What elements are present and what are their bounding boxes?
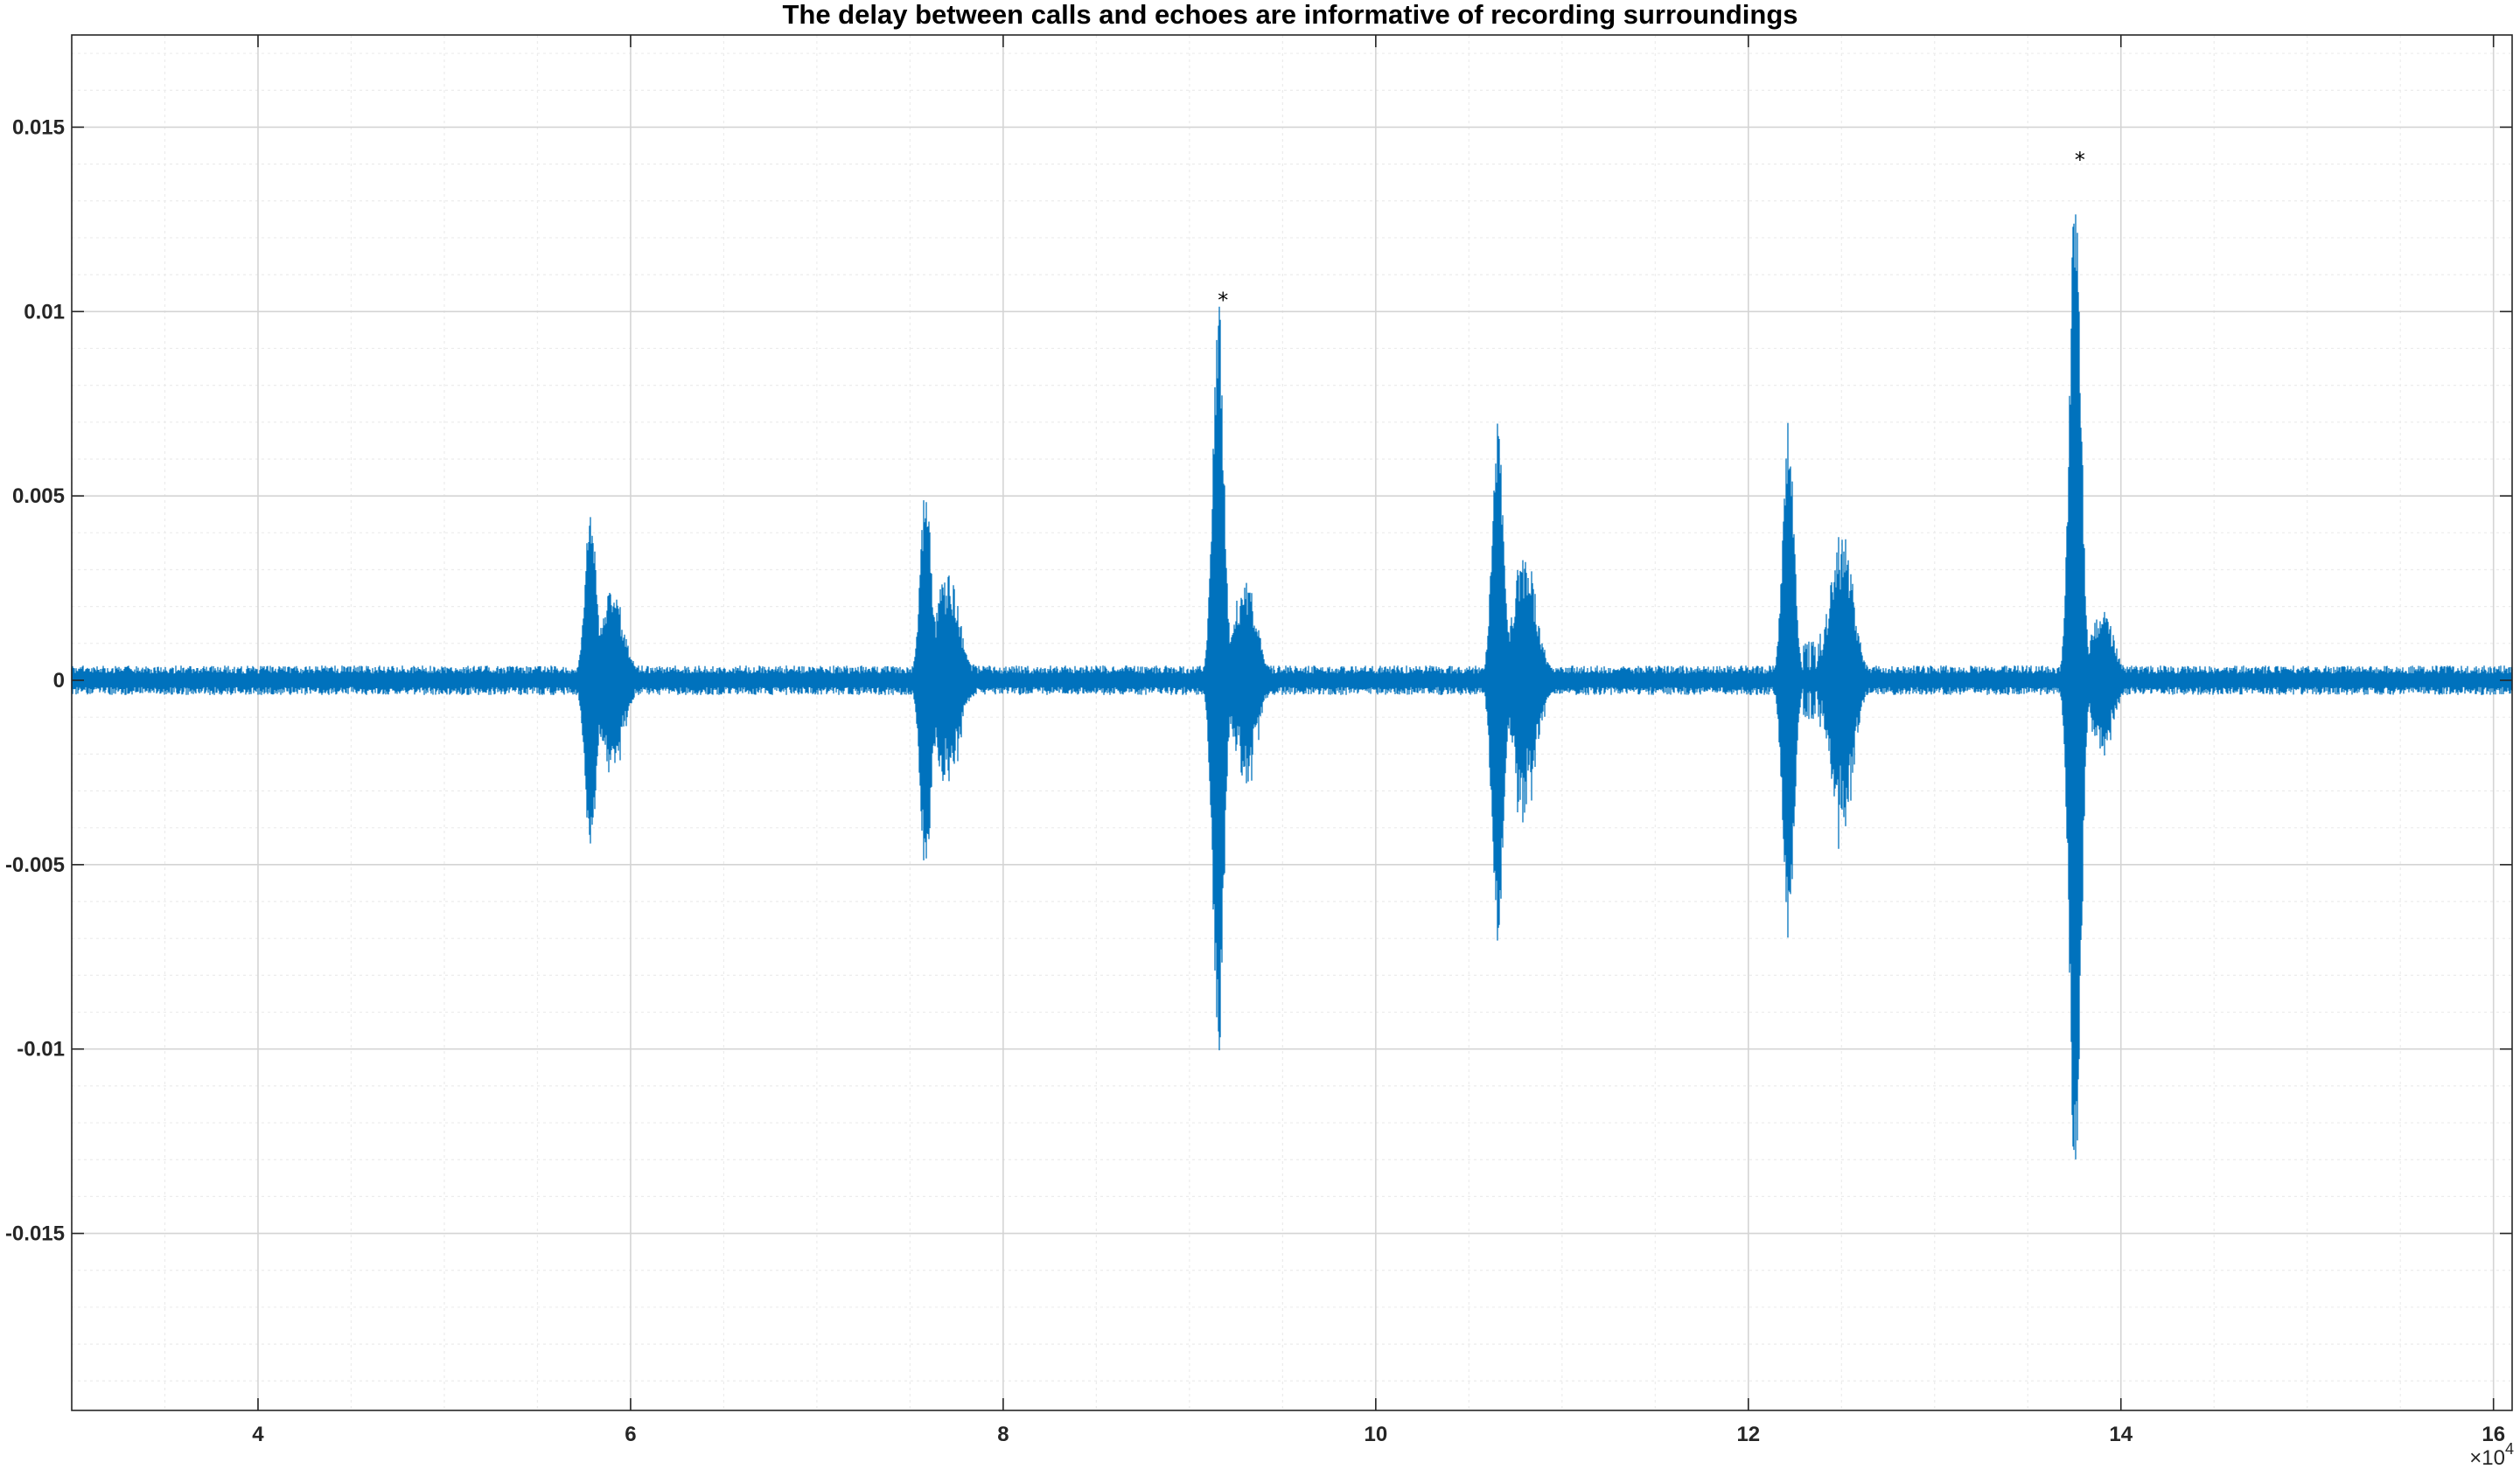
y-tick-label: -0.015 — [5, 1222, 65, 1246]
axes — [71, 34, 2513, 1411]
x-tick-label: 8 — [997, 1423, 1009, 1446]
peak-marker: * — [1218, 288, 1228, 312]
y-tick-label: 0.015 — [12, 115, 65, 139]
x-tick-label: 14 — [2109, 1423, 2133, 1446]
grid — [71, 35, 2512, 1410]
x-tick-label: 16 — [2482, 1423, 2505, 1446]
chart-title: The delay between calls and echoes are i… — [782, 0, 1798, 30]
x-axis-ticks: 4 6 8 10 12 14 16 — [252, 1423, 2505, 1446]
plot-area: ** — [71, 148, 2513, 1159]
x-tick-label: 10 — [1364, 1423, 1387, 1446]
y-tick-label: -0.005 — [5, 853, 65, 877]
y-tick-label: -0.01 — [17, 1038, 65, 1062]
waveform-series — [71, 214, 2513, 1159]
axes-box — [71, 34, 2513, 1411]
y-axis-ticks: 0.015 0.01 0.005 0 -0.005 -0.01 -0.015 — [5, 115, 65, 1245]
x-axis-exponent: ×104 — [2469, 1440, 2514, 1470]
x-axis-exponent-power: 4 — [2505, 1440, 2514, 1458]
peak-marker: * — [2075, 148, 2085, 172]
x-axis-exponent-base: ×10 — [2469, 1446, 2505, 1470]
x-tick-label: 4 — [252, 1423, 264, 1446]
y-tick-label: 0.005 — [12, 484, 65, 508]
y-tick-label: 0 — [53, 669, 65, 693]
x-tick-label: 6 — [625, 1423, 636, 1446]
x-tick-label: 12 — [1736, 1423, 1760, 1446]
y-tick-label: 0.01 — [24, 300, 65, 324]
